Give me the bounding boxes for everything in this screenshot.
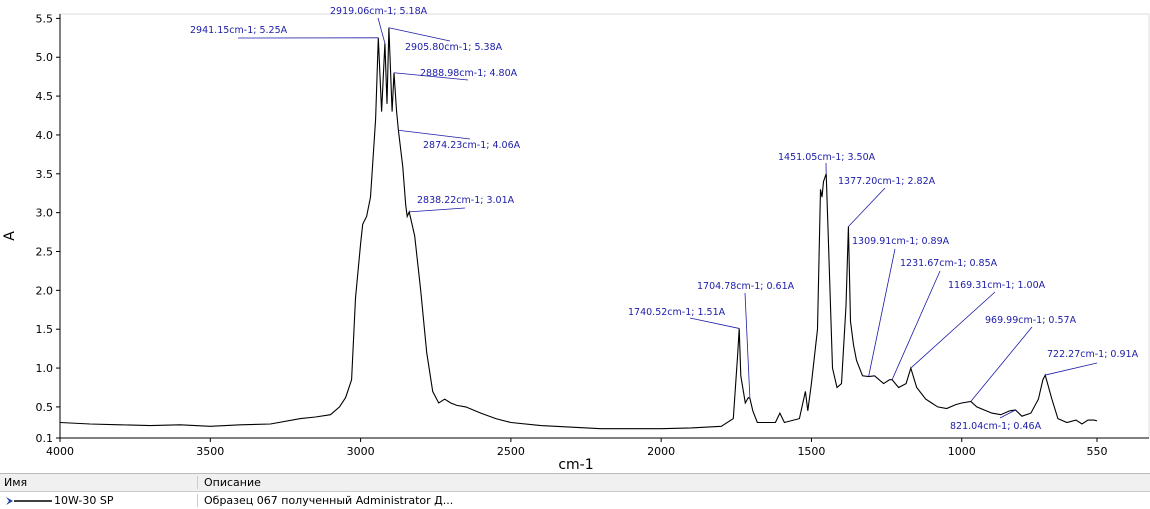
annotation-label: 2874.23cm-1; 4.06A xyxy=(423,140,521,151)
annotation-label: 2905.80cm-1; 5.38A xyxy=(405,42,503,53)
annotation-label: 2919.06cm-1; 5.18A xyxy=(330,6,428,17)
y-tick-label: 1.5 xyxy=(36,323,54,336)
annotation-label: 2888.98cm-1; 4.80A xyxy=(420,68,518,79)
y-tick-label: 2.0 xyxy=(36,284,54,297)
y-tick-label: 0.1 xyxy=(36,432,54,445)
plot-frame xyxy=(60,14,1149,438)
y-tick-label: 2.5 xyxy=(36,246,54,259)
annotation-leader xyxy=(869,249,895,377)
x-tick-label: 4000 xyxy=(46,445,74,458)
annotation-leader xyxy=(409,208,465,212)
y-axis-label: A xyxy=(2,231,18,241)
name-cell: 10W-30 SP xyxy=(0,494,198,507)
annotation-leader xyxy=(389,28,450,41)
annotation-label: 1451.05cm-1; 3.50A xyxy=(778,152,876,163)
desc-cell: Образец 067 полученный Administrator Д..… xyxy=(198,494,453,507)
annotation-label: 722.27cm-1; 0.91A xyxy=(1047,349,1139,360)
annotation-leader xyxy=(745,293,750,398)
y-tick-label: 4.0 xyxy=(36,129,54,142)
annotation-label: 969.99cm-1; 0.57A xyxy=(985,315,1077,326)
y-tick-label: 4.5 xyxy=(36,90,54,103)
annotation-leader xyxy=(378,18,385,43)
series-name: 10W-30 SP xyxy=(54,494,114,507)
y-tick-label: 5.5 xyxy=(36,12,54,25)
x-tick-label: 1000 xyxy=(948,445,976,458)
table-row[interactable]: 10W-30 SP Образец 067 полученный Adminis… xyxy=(0,492,1150,509)
annotation-label: 1704.78cm-1; 0.61A xyxy=(697,281,795,292)
annotation-leader xyxy=(690,318,739,328)
annotation-label: 1169.31cm-1; 1.00A xyxy=(948,280,1046,291)
annotation-label: 821.04cm-1; 0.46A xyxy=(950,421,1042,432)
y-tick-label: 3.0 xyxy=(36,207,54,220)
x-axis-label: cm-1 xyxy=(558,457,593,473)
x-tick-label: 2500 xyxy=(497,445,525,458)
annotation-leader xyxy=(911,292,995,368)
annotation-label: 1740.52cm-1; 1.51A xyxy=(628,307,726,318)
annotation-leader xyxy=(971,327,1032,401)
annotation-leader xyxy=(398,130,470,139)
annotation-label: 2838.22cm-1; 3.01A xyxy=(417,195,515,206)
x-tick-label: 2000 xyxy=(647,445,675,458)
x-tick-label: 1500 xyxy=(797,445,825,458)
chart: cm-1 A 0.1 0.5 1.0 1.5 2.0 2.5 3.0 3.5 4.0 4.5 5.0… xyxy=(0,0,1150,473)
annotation-label: 2941.15cm-1; 5.25A xyxy=(190,25,288,36)
annotation-leader xyxy=(1045,363,1097,375)
table-header: Имя Описание xyxy=(0,473,1150,492)
y-tick-label: 0.5 xyxy=(36,401,54,414)
y-tick-label: 3.5 xyxy=(36,168,54,181)
annotation-label: 1231.67cm-1; 0.85A xyxy=(900,258,998,269)
annotation-label: 1377.20cm-1; 2.82A xyxy=(838,176,936,187)
legend-table: Имя Описание 10W-30 SP Образец 067 получ… xyxy=(0,473,1150,509)
x-tick-label: 550 xyxy=(1087,445,1108,458)
x-tick-label: 3000 xyxy=(347,445,375,458)
y-tick-label: 1.0 xyxy=(36,362,54,375)
spectrum-line xyxy=(60,28,1097,429)
line-sample xyxy=(4,495,54,507)
header-cell: Имя xyxy=(0,476,198,489)
y-tick-label: 5.0 xyxy=(36,51,54,64)
x-tick-label: 3500 xyxy=(196,445,224,458)
annotation-label: 1309.91cm-1; 0.89A xyxy=(852,236,950,247)
header-cell: Описание xyxy=(198,476,261,489)
annotation-leader xyxy=(848,188,885,227)
